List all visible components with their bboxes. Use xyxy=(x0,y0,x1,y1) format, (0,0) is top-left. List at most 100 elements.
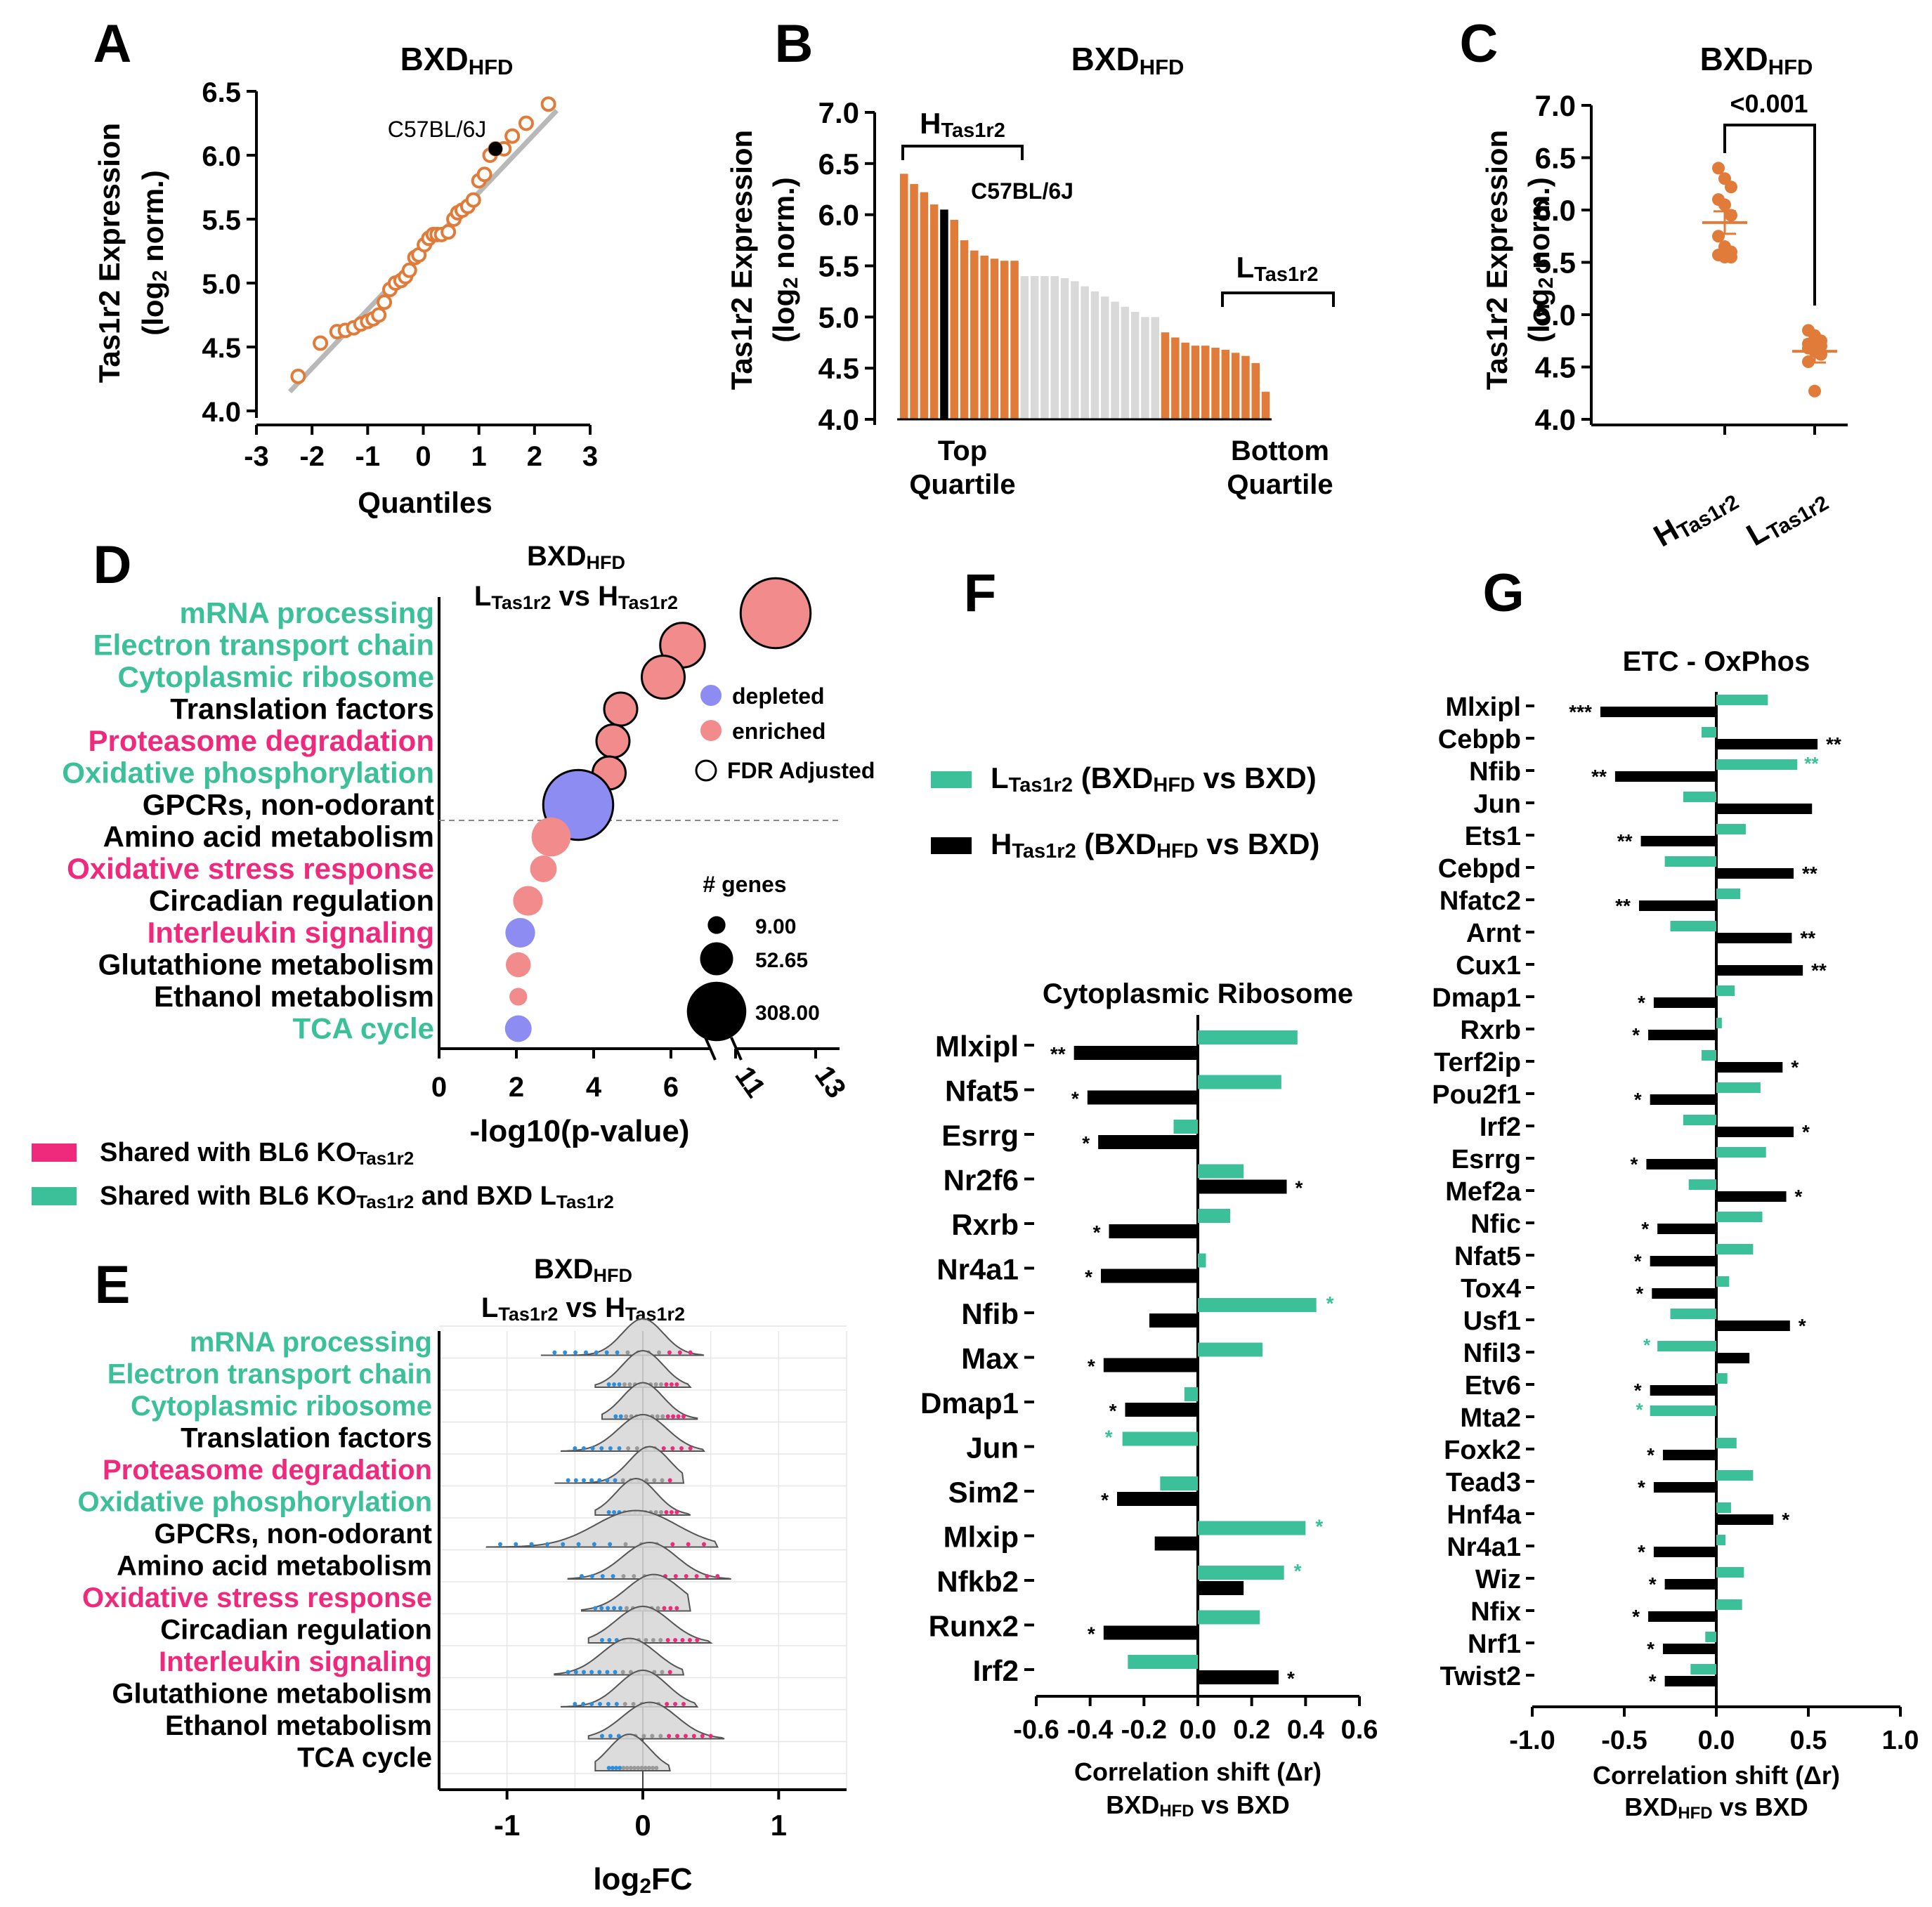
panel-e-gene-point xyxy=(622,1382,627,1387)
panel-e-gene-point xyxy=(625,1350,630,1355)
panel-e-gene-point xyxy=(691,1734,696,1738)
panel-f-legend-teal-label: LTas1r2 (BXDHFD vs BXD) xyxy=(991,761,1317,797)
panel-d-legend-size-marker xyxy=(707,916,726,934)
panel-g-bar-teal xyxy=(1716,1599,1742,1610)
panel-e-category-label: mRNA processing xyxy=(190,1327,432,1358)
panel-g-x-label-2: BXDHFD vs BXD xyxy=(1624,1793,1808,1823)
panel-f-bar-teal xyxy=(1173,1120,1198,1134)
panel-e-gene-point xyxy=(573,1350,578,1355)
panel-g-bar-teal xyxy=(1716,1567,1744,1578)
panel-g-bar-teal xyxy=(1716,985,1735,996)
panel-e-category-label: Electron transport chain xyxy=(107,1359,432,1390)
panel-e-gene-point xyxy=(514,1542,518,1547)
panel-b-bar xyxy=(1181,342,1189,419)
panel-f-star-black: * xyxy=(1093,1221,1101,1243)
panel-a-y-tick: 4.0 xyxy=(202,397,241,428)
panel-a-point xyxy=(476,166,492,183)
panel-g-bar-black xyxy=(1648,1611,1716,1622)
panel-e-gene-point xyxy=(646,1766,651,1770)
panel-letter-b: B xyxy=(775,14,814,74)
panel-g-x-tick: -0.5 xyxy=(1601,1726,1647,1755)
panel-g-x-tick: 1.0 xyxy=(1882,1726,1919,1755)
panel-g-star-black: ** xyxy=(1591,766,1607,787)
panel-e-gene-point xyxy=(644,1638,648,1642)
panel-e-gene-point xyxy=(687,1638,692,1642)
panel-e-gene-point xyxy=(606,1510,611,1514)
panel-letter-e: E xyxy=(95,1255,131,1315)
panel-f-star-black: ** xyxy=(1050,1043,1066,1065)
panel-a-x-tick: 1 xyxy=(471,441,487,472)
panel-f-bar-black xyxy=(1117,1492,1198,1506)
panel-g-bar-teal xyxy=(1716,1276,1730,1287)
panel-e-gene-point xyxy=(644,1478,649,1483)
panel-g-bar-black xyxy=(1716,868,1794,879)
panel-e-gene-point xyxy=(618,1766,622,1770)
panel-g-bar-black xyxy=(1716,1127,1794,1137)
panel-e-gene-point xyxy=(679,1446,684,1450)
panel-a-y-label: Tas1r2 Expression xyxy=(93,123,126,383)
panel-d-x-tick: 13 xyxy=(809,1061,852,1104)
panel-e-gene-point xyxy=(589,1574,594,1578)
panel-f-category-label: Sim2 xyxy=(948,1476,1019,1509)
panel-g-bar-teal xyxy=(1705,1632,1716,1642)
panel-a-point xyxy=(504,128,521,144)
panel-g-star-black: * xyxy=(1634,1250,1642,1272)
panel-d-axis-break xyxy=(704,1037,717,1061)
panel-g-bar-teal xyxy=(1670,1309,1716,1319)
panel-f-legend-teal-swatch xyxy=(931,771,972,788)
panel-g-category-label: Nrf1 xyxy=(1468,1630,1521,1659)
panel-b-bar xyxy=(1251,362,1260,419)
panel-b-bar xyxy=(1130,312,1140,419)
panel-c-title: BXDHFD xyxy=(1700,41,1813,79)
panel-e-gene-point xyxy=(581,1670,586,1675)
panel-e-gene-point xyxy=(606,1606,611,1611)
panel-f-category-label: Irf2 xyxy=(973,1654,1019,1687)
panel-d-category-label: mRNA processing xyxy=(179,596,434,629)
panel-e-gene-point xyxy=(618,1414,623,1419)
panel-d-x-tick: 0 xyxy=(431,1072,447,1103)
panel-a-x-tick: -1 xyxy=(355,441,381,472)
panel-e-gene-point xyxy=(653,1510,658,1514)
panel-e-gene-point xyxy=(705,1574,710,1578)
panel-d-bubble xyxy=(595,723,631,759)
panel-g-bar-black xyxy=(1650,1094,1716,1105)
panel-g-category-label: Terf2ip xyxy=(1434,1048,1521,1077)
panel-d-x-tick: 2 xyxy=(509,1072,524,1103)
panel-d-bubble xyxy=(509,988,528,1006)
panel-c-pvalue: <0.001 xyxy=(1730,89,1808,118)
panel-f-category-label: Nfib xyxy=(961,1297,1019,1330)
panel-letter-f: F xyxy=(964,563,996,623)
panel-e-gene-point xyxy=(669,1510,674,1514)
panel-e-gene-point xyxy=(673,1574,678,1578)
panel-e-gene-point xyxy=(660,1414,665,1419)
panel-e-gene-point xyxy=(608,1734,613,1738)
panel-d-bubble xyxy=(506,952,531,978)
panel-e-gene-point xyxy=(608,1542,613,1547)
panel-e-gene-point xyxy=(674,1510,679,1514)
panel-a-point xyxy=(440,224,457,240)
panel-b-bar xyxy=(1241,355,1250,419)
panel-e-gene-point xyxy=(581,1446,586,1450)
panel-e-gene-point xyxy=(566,1670,570,1675)
panel-g-star-black: * xyxy=(1802,1121,1810,1143)
panel-a-y-tick: 5.0 xyxy=(202,269,241,300)
panel-g-bar-black xyxy=(1614,771,1716,782)
panel-g-category-label: Rxrb xyxy=(1460,1016,1521,1045)
panel-e-gene-point xyxy=(670,1446,675,1450)
panel-c-point xyxy=(1712,162,1725,175)
panel-g-category-label: Pou2f1 xyxy=(1432,1080,1521,1110)
panel-g-bar-teal xyxy=(1716,1438,1737,1448)
panel-e-gene-point xyxy=(563,1350,568,1355)
panel-e-gene-point xyxy=(599,1446,604,1450)
panel-d-legend-enriched-marker xyxy=(700,720,722,741)
panel-e-gene-point xyxy=(599,1606,604,1611)
panel-g-category-label: Mef2a xyxy=(1445,1177,1522,1207)
panel-f-bar-black xyxy=(1154,1536,1198,1551)
panel-e-gene-point xyxy=(675,1734,680,1738)
panel-d-legend-size-marker xyxy=(700,942,733,976)
panel-b-bracket-bottom xyxy=(1221,291,1335,307)
panel-f-bar-teal xyxy=(1198,1209,1230,1223)
panel-f-bar-teal xyxy=(1198,1075,1281,1089)
shared-legend-pink-label: Shared with BL6 KOTas1r2 xyxy=(100,1138,414,1169)
panel-c-point xyxy=(1725,181,1737,194)
